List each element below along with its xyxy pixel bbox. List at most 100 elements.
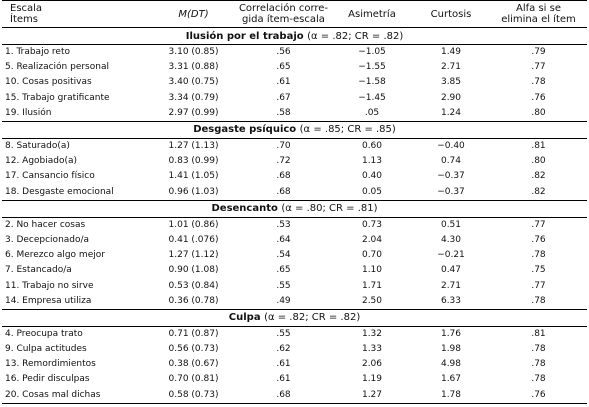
table-row: 2. No hacer cosas 1.01 (0.86) .53 0.73 0.51.… [2, 217, 587, 233]
kurtosis-cell: 3.85 [440, 77, 462, 88]
table-row: 12. Agobiado(a) 0.83 (0.99) .72 1.13 0.74 .80 [2, 154, 587, 169]
mean-sd-cell: 1.27 (1.12) [168, 250, 219, 261]
kurtosis-cell: −0.37 [437, 171, 465, 182]
table-row: 13. Remordimientos 0.38 (0.67) .61 2.06 4.98… [2, 357, 587, 372]
mean-sd-cell: 2.97 (0.99) [168, 107, 219, 118]
header-scale-items: Escala Ítems [2, 0, 152, 28]
asymmetry-cell: 0.60 [361, 141, 383, 152]
section-name: Desgaste psíquico [193, 124, 297, 136]
alpha-cell: .81 [531, 328, 546, 339]
asymmetry-cell: 1.13 [361, 156, 383, 167]
alpha-cell: .78 [531, 374, 546, 385]
kurtosis-cell: 0.74 [440, 156, 462, 167]
section-reliability: (α = .82; CR = .82) [307, 30, 404, 42]
asymmetry-cell: 1.32 [361, 328, 383, 339]
mean-sd-cell: 0.58 (0.73) [152, 387, 235, 404]
asymmetry-cell: 2.06 [361, 359, 383, 370]
alpha-cell: .79 [531, 47, 546, 58]
kurtosis-cell: 1.98 [440, 344, 462, 355]
item-label: 13. Remordimientos [5, 359, 96, 370]
table-row: 3. Decepcionado/a 0.41 (.076) .64 2.04 4.30.… [2, 233, 587, 248]
asymmetry-cell: 0.05 [361, 186, 383, 197]
alpha-cell: .76 [490, 387, 587, 404]
table-row: 17. Cansancio físico 1.41 (1.05) .68 0.40 −0… [2, 169, 587, 184]
table-row: 7. Estancado/a 0.90 (1.08) .65 1.10 0.47 .75 [2, 263, 587, 278]
mean-sd-cell: 1.01 (0.86) [168, 219, 219, 230]
item-label: 2. No hacer cosas [5, 219, 86, 230]
correlation-cell: .61 [276, 374, 291, 385]
kurtosis-cell: 4.30 [440, 234, 462, 245]
mean-sd-cell: 0.70 (0.81) [168, 374, 219, 385]
alpha-cell: .78 [531, 295, 546, 306]
correlation-cell: .61 [276, 77, 291, 88]
correlation-cell: .55 [276, 280, 291, 291]
asymmetry-cell: −1.05 [358, 47, 386, 58]
alpha-cell: .76 [531, 92, 546, 103]
asymmetry-cell: 0.70 [361, 250, 383, 261]
asymmetry-cell: −1.58 [358, 77, 386, 88]
section-title: Ilusión por el trabajo (α = .82; CR = .8… [2, 27, 587, 45]
item-label: 8. Saturado(a) [5, 141, 70, 152]
asymmetry-cell: 2.04 [361, 234, 383, 245]
kurtosis-cell: 0.47 [440, 265, 462, 276]
section-body: Culpa (α = .82; CR = .82) 4. Preocupa tra… [2, 308, 587, 404]
mean-sd-cell: 0.83 (0.99) [168, 156, 219, 167]
correlation-cell: .62 [276, 344, 291, 355]
section-header-row: Culpa (α = .82; CR = .82) [2, 308, 587, 327]
correlation-cell: .53 [276, 219, 291, 230]
alpha-cell: .82 [531, 186, 546, 197]
header-items: Ítems [10, 14, 38, 25]
section-reliability: (α = .80; CR = .81) [281, 203, 378, 215]
item-label: 12. Agobiado(a) [5, 156, 78, 167]
table-row: 6. Merezco algo mejor 1.27 (1.12) .54 0.70 −… [2, 248, 587, 263]
header-correlation: Correlación corre- gida ítem-escala [235, 0, 332, 28]
item-label: 3. Decepcionado/a [5, 234, 90, 245]
mean-sd-cell: 0.71 (0.87) [168, 328, 219, 339]
correlation-cell: .67 [276, 92, 291, 103]
correlation-cell: .55 [276, 328, 291, 339]
asymmetry-cell: 0.40 [361, 171, 383, 182]
section-header-row: Ilusión por el trabajo (α = .82; CR = .8… [2, 27, 587, 45]
alpha-cell: .80 [531, 156, 546, 167]
alpha-cell: .80 [531, 107, 546, 118]
kurtosis-cell: 0.51 [440, 219, 462, 230]
correlation-cell: .49 [276, 295, 291, 306]
asymmetry-cell: 1.33 [361, 344, 383, 355]
item-label: 9. Culpa actitudes [5, 344, 87, 355]
asymmetry-cell: 1.27 [332, 387, 412, 404]
header-asymmetry: Asimetría [332, 0, 412, 28]
kurtosis-cell: 2.90 [440, 92, 462, 103]
header-kurtosis: Curtosis [412, 0, 490, 28]
section-title: Desgaste psíquico (α = .85; CR = .85) [2, 120, 587, 139]
kurtosis-cell: −0.40 [437, 141, 465, 152]
alpha-cell: .75 [531, 265, 546, 276]
kurtosis-cell: 4.98 [440, 359, 462, 370]
correlation-cell: .56 [276, 47, 291, 58]
item-label: 17. Cansancio físico [5, 171, 95, 182]
kurtosis-cell: 1.67 [440, 374, 462, 385]
mean-sd-cell: 3.34 (0.79) [168, 92, 219, 103]
section-header-row: Desencanto (α = .80; CR = .81) [2, 199, 587, 218]
item-label: 7. Estancado/a [5, 265, 72, 276]
mean-sd-cell: 0.53 (0.84) [168, 280, 219, 291]
mean-sd-cell: 0.90 (1.08) [168, 265, 219, 276]
mean-sd-cell: 3.40 (0.75) [168, 77, 219, 88]
table-row: 20. Cosas mal dichas 0.58 (0.73) .68 1.27 1.… [2, 387, 587, 404]
item-label: 14. Empresa utiliza [5, 295, 92, 306]
kurtosis-cell: 6.33 [440, 295, 462, 306]
alpha-cell: .77 [531, 62, 546, 73]
section-header-row: Desgaste psíquico (α = .85; CR = .85) [2, 120, 587, 139]
table-row: 4. Preocupa trato 0.71 (0.87) .55 1.32 1.76.… [2, 326, 587, 342]
kurtosis-cell: 1.49 [440, 47, 462, 58]
table-row: 1. Trabajo reto 3.10 (0.85) .56 −1.05 1.49 .7… [2, 45, 587, 61]
item-label: 20. Cosas mal dichas [2, 387, 152, 404]
mean-sd-cell: 0.36 (0.78) [168, 295, 219, 306]
table-row: 14. Empresa utiliza 0.36 (0.78) .49 2.50 6.3… [2, 294, 587, 310]
mean-sd-cell: 0.38 (0.67) [168, 359, 219, 370]
alpha-cell: .78 [531, 344, 546, 355]
table-row: 8. Saturado(a) 1.27 (1.13) .70 0.60 −0.40 .81 [2, 138, 587, 154]
section-name: Desencanto [211, 203, 278, 215]
table-header: Escala Ítems M(DT) Correlación corre- gi… [2, 0, 587, 28]
alpha-cell: .78 [531, 250, 546, 261]
